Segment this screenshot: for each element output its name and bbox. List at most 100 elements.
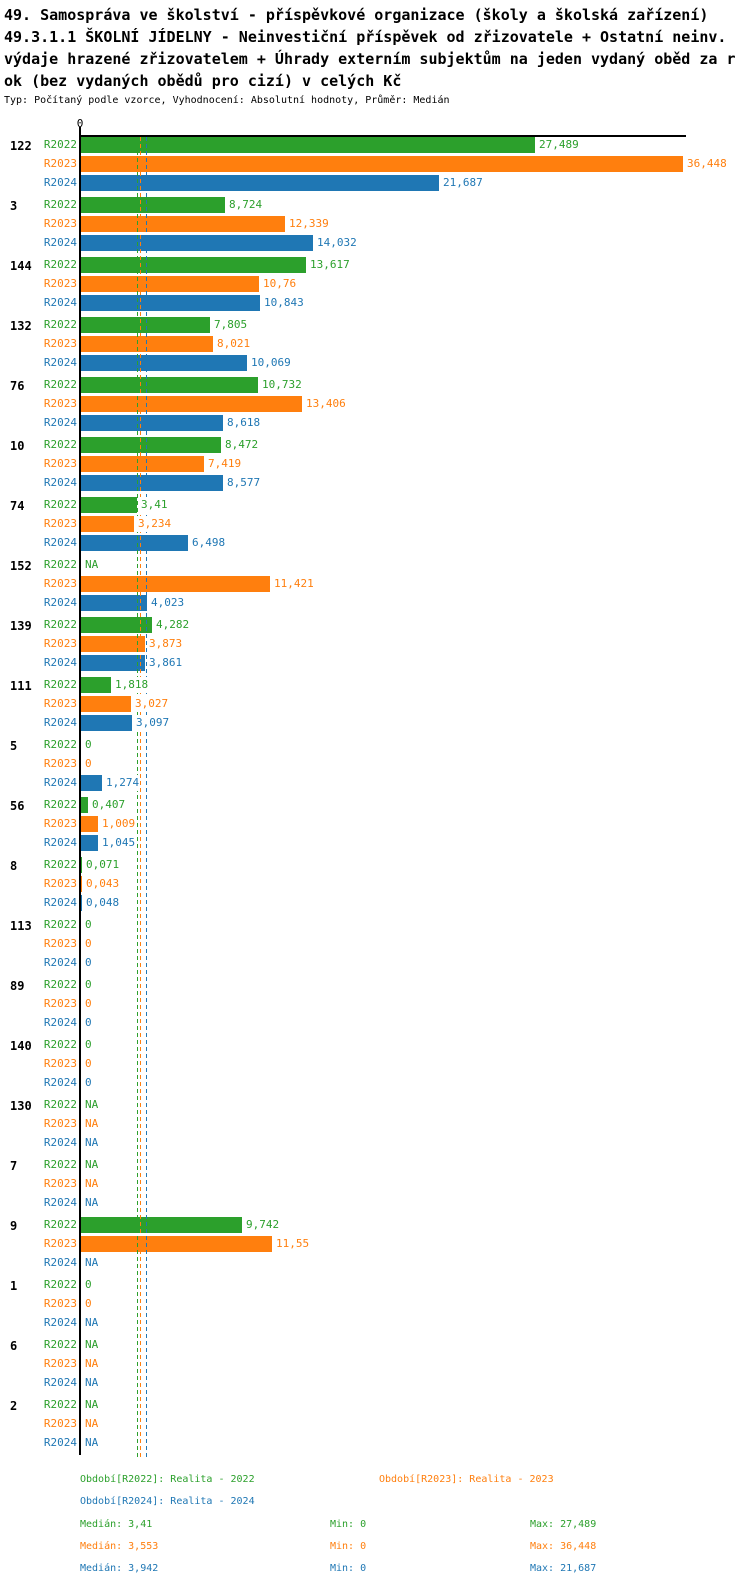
category-label-89: 89	[10, 979, 25, 993]
row-label-130-r2023: R2023	[43, 1117, 77, 1130]
row-label-144-r2022: R2022	[43, 258, 77, 271]
bar-value-6-r2024: NA	[84, 1375, 100, 1391]
category-label-122: 122	[10, 139, 32, 153]
bar-value-76-r2023: 13,406	[305, 396, 347, 412]
bar-8-r2024	[81, 895, 82, 911]
bar-9-r2023	[81, 1236, 272, 1252]
row-label-7-r2024: R2024	[43, 1196, 77, 1209]
bar-value-111-r2024: 3,097	[135, 715, 171, 731]
bar-139-r2023	[81, 636, 145, 652]
row-label-122-r2022: R2022	[43, 138, 77, 151]
stat-median-r2022: Medián: 3,41	[80, 1519, 153, 1530]
median-line-r2022	[137, 137, 138, 1458]
row-label-6-r2023: R2023	[43, 1357, 77, 1370]
bar-value-140-r2022: 0	[84, 1037, 93, 1053]
bar-3-r2024	[81, 235, 313, 251]
bar-value-1-r2023: 0	[84, 1296, 93, 1312]
bar-111-r2024	[81, 715, 132, 731]
category-label-144: 144	[10, 259, 32, 273]
bar-value-139-r2024: 3,861	[148, 655, 184, 671]
bar-76-r2023	[81, 396, 302, 412]
row-label-76-r2024: R2024	[43, 416, 77, 429]
bar-value-140-r2023: 0	[84, 1056, 93, 1072]
row-label-7-r2022: R2022	[43, 1158, 77, 1171]
row-label-132-r2023: R2023	[43, 337, 77, 350]
row-label-74-r2022: R2022	[43, 498, 77, 511]
row-label-8-r2024: R2024	[43, 896, 77, 909]
category-label-76: 76	[10, 379, 25, 393]
bar-value-2-r2023: NA	[84, 1416, 100, 1432]
row-label-9-r2022: R2022	[43, 1218, 77, 1231]
category-label-9: 9	[10, 1219, 18, 1233]
chart-title-line-4: ok (bez vydaných obědů pro cizí) v celýc…	[4, 72, 402, 90]
bar-value-89-r2024: 0	[84, 1015, 93, 1031]
category-label-132: 132	[10, 319, 32, 333]
row-label-139-r2023: R2023	[43, 637, 77, 650]
row-label-144-r2023: R2023	[43, 277, 77, 290]
bar-144-r2022	[81, 257, 306, 273]
stat-max-r2022: Max: 27,489	[530, 1519, 597, 1530]
row-label-2-r2022: R2022	[43, 1398, 77, 1411]
bar-value-3-r2024: 14,032	[316, 235, 358, 251]
x-axis-zero-tick-label: 0	[76, 117, 84, 130]
row-label-122-r2024: R2024	[43, 176, 77, 189]
row-label-3-r2023: R2023	[43, 217, 77, 230]
bar-value-89-r2023: 0	[84, 996, 93, 1012]
category-label-5: 5	[10, 739, 18, 753]
row-label-140-r2024: R2024	[43, 1076, 77, 1089]
row-label-56-r2024: R2024	[43, 836, 77, 849]
row-label-122-r2023: R2023	[43, 157, 77, 170]
row-label-3-r2024: R2024	[43, 236, 77, 249]
row-label-1-r2024: R2024	[43, 1316, 77, 1329]
stat-max-r2023: Max: 36,448	[530, 1541, 597, 1552]
bar-8-r2023	[81, 876, 82, 892]
row-label-111-r2023: R2023	[43, 697, 77, 710]
row-label-74-r2024: R2024	[43, 536, 77, 549]
bar-74-r2023	[81, 516, 134, 532]
bar-value-74-r2022: 3,41	[140, 497, 169, 513]
bar-value-122-r2023: 36,448	[686, 156, 728, 172]
row-label-3-r2022: R2022	[43, 198, 77, 211]
row-label-74-r2023: R2023	[43, 517, 77, 530]
category-label-74: 74	[10, 499, 25, 513]
bar-56-r2024	[81, 835, 98, 851]
chart-title-line-3: výdaje hrazené zřizovatelem + Úhrady ext…	[4, 50, 736, 68]
row-label-113-r2023: R2023	[43, 937, 77, 950]
category-label-139: 139	[10, 619, 32, 633]
row-label-89-r2023: R2023	[43, 997, 77, 1010]
category-label-8: 8	[10, 859, 18, 873]
row-label-130-r2024: R2024	[43, 1136, 77, 1149]
bar-value-132-r2023: 8,021	[216, 336, 252, 352]
bar-value-144-r2022: 13,617	[309, 257, 351, 273]
bar-value-74-r2024: 6,498	[191, 535, 227, 551]
row-label-89-r2024: R2024	[43, 1016, 77, 1029]
bar-value-139-r2022: 4,282	[155, 617, 191, 633]
row-label-6-r2022: R2022	[43, 1338, 77, 1351]
bar-value-1-r2024: NA	[84, 1315, 100, 1331]
category-label-10: 10	[10, 439, 25, 453]
bar-5-r2024	[81, 775, 102, 791]
row-label-56-r2023: R2023	[43, 817, 77, 830]
bar-value-10-r2023: 7,419	[207, 456, 243, 472]
bar-value-8-r2023: 0,043	[85, 876, 121, 892]
bar-10-r2023	[81, 456, 204, 472]
stat-min-r2023: Min: 0	[330, 1541, 367, 1552]
bar-9-r2022	[81, 1217, 242, 1233]
row-label-130-r2022: R2022	[43, 1098, 77, 1111]
bar-value-132-r2024: 10,069	[250, 355, 292, 371]
bar-value-130-r2022: NA	[84, 1097, 100, 1113]
stat-min-r2022: Min: 0	[330, 1519, 367, 1530]
y-axis-line	[79, 127, 81, 1455]
bar-value-2-r2024: NA	[84, 1435, 100, 1451]
bar-8-r2022	[81, 857, 82, 873]
row-label-140-r2023: R2023	[43, 1057, 77, 1070]
row-label-132-r2024: R2024	[43, 356, 77, 369]
bar-value-10-r2024: 8,577	[226, 475, 262, 491]
category-label-3: 3	[10, 199, 18, 213]
bar-value-9-r2022: 9,742	[245, 1217, 281, 1233]
stat-median-r2024: Medián: 3,942	[80, 1563, 159, 1574]
row-label-8-r2023: R2023	[43, 877, 77, 890]
category-label-7: 7	[10, 1159, 18, 1173]
row-label-152-r2022: R2022	[43, 558, 77, 571]
